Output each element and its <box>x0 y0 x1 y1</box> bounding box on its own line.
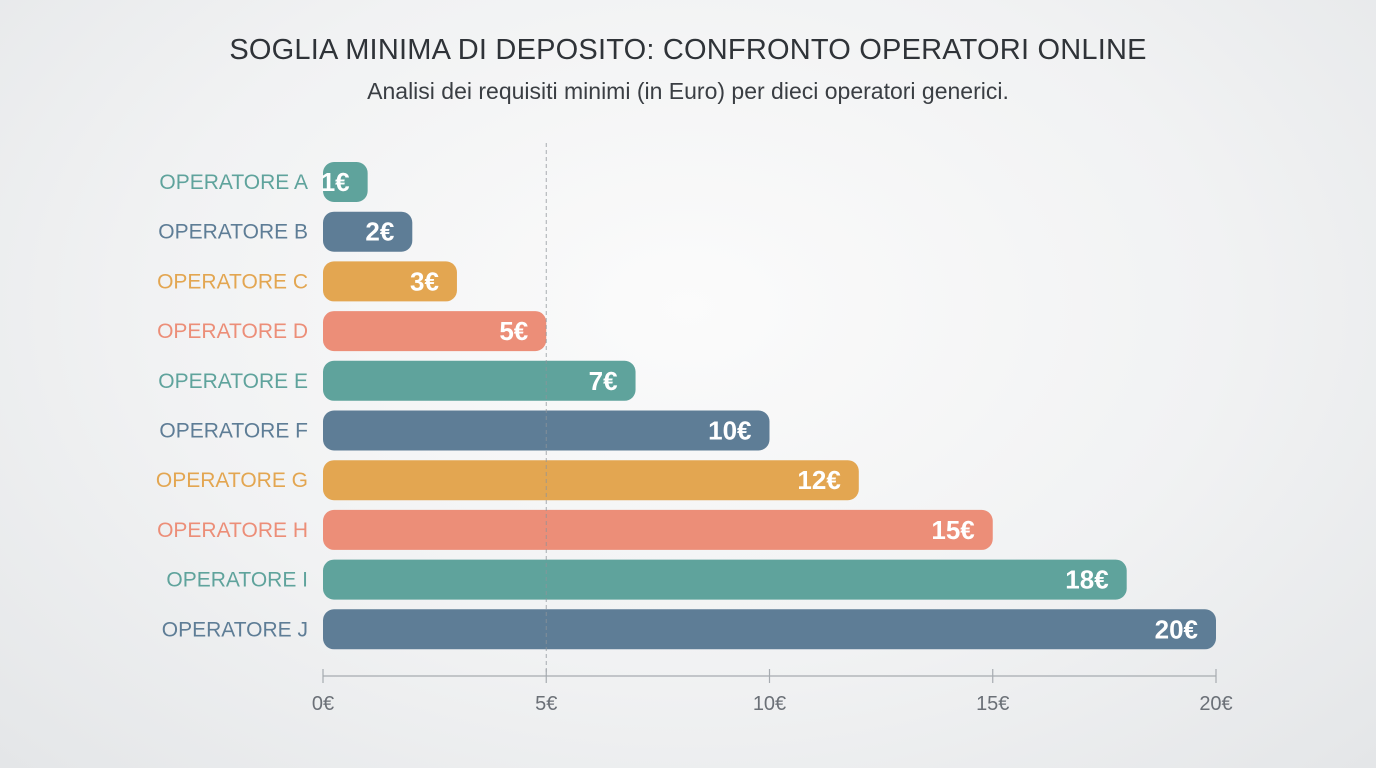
bar-operatore-e <box>323 360 636 401</box>
value-label: 5€ <box>499 316 528 346</box>
x-tick-label: 5€ <box>535 693 557 715</box>
category-label: OPERATORE F <box>159 420 308 443</box>
x-tick-label: 10€ <box>753 693 786 715</box>
category-label: OPERATORE H <box>157 519 308 542</box>
value-label: 18€ <box>1065 565 1108 595</box>
category-label: OPERATORE E <box>158 370 308 393</box>
chart-subtitle: Analisi dei requisiti minimi (in Euro) p… <box>367 78 1009 104</box>
value-label: 10€ <box>708 416 751 446</box>
bar-operatore-b <box>323 211 413 252</box>
value-label: 20€ <box>1155 614 1198 644</box>
bar-operatore-g <box>323 460 859 501</box>
category-label: OPERATORE G <box>156 469 308 492</box>
bar-operatore-i <box>323 559 1127 600</box>
x-tick-label: 0€ <box>312 693 334 715</box>
value-label: 15€ <box>931 515 974 545</box>
value-label: 12€ <box>797 465 840 495</box>
bar-operatore-a <box>323 162 368 202</box>
x-tick-label: 15€ <box>976 693 1009 715</box>
bar-operatore-d <box>323 311 547 352</box>
category-label: OPERATORE C <box>157 270 308 293</box>
category-label: OPERATORE J <box>162 618 308 641</box>
category-label: OPERATORE A <box>159 171 308 194</box>
value-label: 7€ <box>589 366 618 396</box>
value-label: 2€ <box>365 217 394 247</box>
chart-title: SOGLIA MINIMA DI DEPOSITO: CONFRONTO OPE… <box>229 34 1147 66</box>
value-label: 1€ <box>321 167 350 197</box>
x-tick-label: 20€ <box>1199 693 1232 715</box>
value-label: 3€ <box>410 266 439 296</box>
bar-operatore-c <box>323 261 457 302</box>
category-label: OPERATORE B <box>158 221 308 244</box>
bar-operatore-h <box>323 509 993 550</box>
category-label: OPERATORE D <box>157 320 308 343</box>
bar-operatore-j <box>323 609 1216 650</box>
category-label: OPERATORE I <box>166 569 308 592</box>
